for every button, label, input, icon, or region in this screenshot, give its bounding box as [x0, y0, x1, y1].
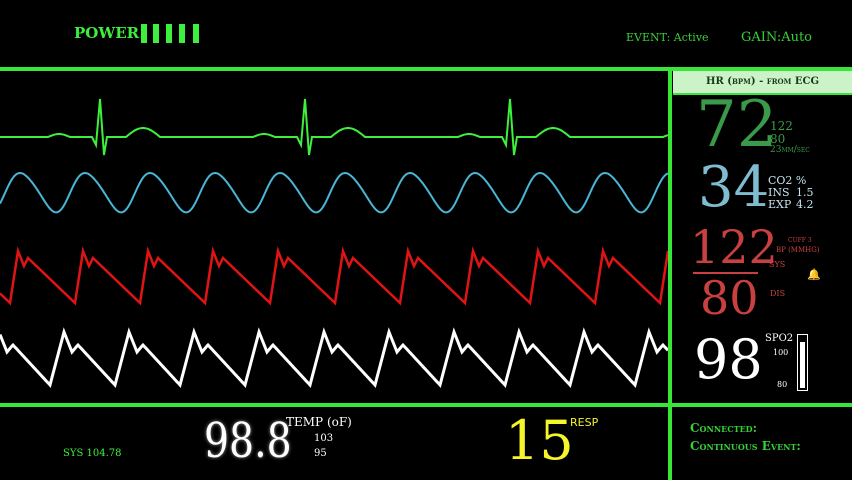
- hr-sub-value-2: 80: [770, 132, 786, 146]
- exp-label: EXP: [768, 198, 792, 211]
- spo2-scale-bottom: 80: [777, 380, 788, 389]
- spo2-gauge-fill: [800, 342, 805, 388]
- waveform-area: [0, 98, 668, 389]
- temp-value: 98.8: [204, 413, 292, 469]
- cuff-label: CUFF 3: [788, 237, 812, 244]
- temp-label: TEMP (oF): [286, 415, 352, 429]
- temp-low: 95: [314, 448, 327, 459]
- power-bar: [153, 24, 159, 43]
- spo2-scale-top: 100: [773, 348, 789, 357]
- ins-label: INS: [768, 186, 790, 199]
- ins-value: 1.5: [796, 186, 814, 199]
- bell-icon: 🔔: [807, 268, 821, 281]
- bp-sys-label: SYS: [769, 260, 786, 269]
- power-bar: [179, 24, 185, 43]
- spo2-waveform: [0, 327, 668, 389]
- bp-dis-value: 80: [700, 271, 759, 325]
- spo2-value: 98: [694, 328, 763, 391]
- sweep-speed: 23mm/sec: [770, 145, 810, 155]
- co2-label: CO2 %: [768, 174, 807, 187]
- sys-readout: SYS 104.78: [63, 448, 122, 459]
- co2-waveform: [0, 171, 668, 214]
- spo2-gauge: [797, 334, 808, 391]
- event-status: EVENT: Active: [626, 31, 709, 44]
- frame-top-line: [0, 67, 852, 71]
- co2-value: 34: [698, 155, 770, 220]
- resp-value: 15: [505, 409, 574, 472]
- continuous-event-label: Continuous Event:: [690, 439, 801, 453]
- resp-label: RESP: [570, 416, 599, 429]
- ecg-waveform: [0, 98, 668, 156]
- frame-middle-line: [0, 403, 852, 407]
- hr-value: 72: [696, 88, 778, 162]
- bp-dis-label: DIS: [770, 289, 786, 298]
- bp-waveform: [0, 246, 668, 306]
- bp-unit-label: BP (MMHG): [776, 246, 820, 254]
- hr-sub-value-1: 122: [770, 119, 793, 133]
- bp-fraction-line: [693, 272, 758, 274]
- frame-divider: [668, 67, 672, 480]
- exp-value: 4.2: [796, 198, 814, 211]
- power-bar: [141, 24, 147, 43]
- power-bar: [193, 24, 199, 43]
- connected-label: Connected:: [690, 421, 758, 435]
- bp-sys-value: 122: [690, 220, 778, 274]
- power-bar: [166, 24, 172, 43]
- hr-header: HR (bpm) - from ECG: [673, 71, 852, 95]
- gain-status: GAIN:Auto: [741, 30, 813, 45]
- temp-high: 103: [314, 433, 334, 444]
- spo2-label: SPO2: [765, 333, 794, 344]
- power-label: POWER: [74, 24, 140, 42]
